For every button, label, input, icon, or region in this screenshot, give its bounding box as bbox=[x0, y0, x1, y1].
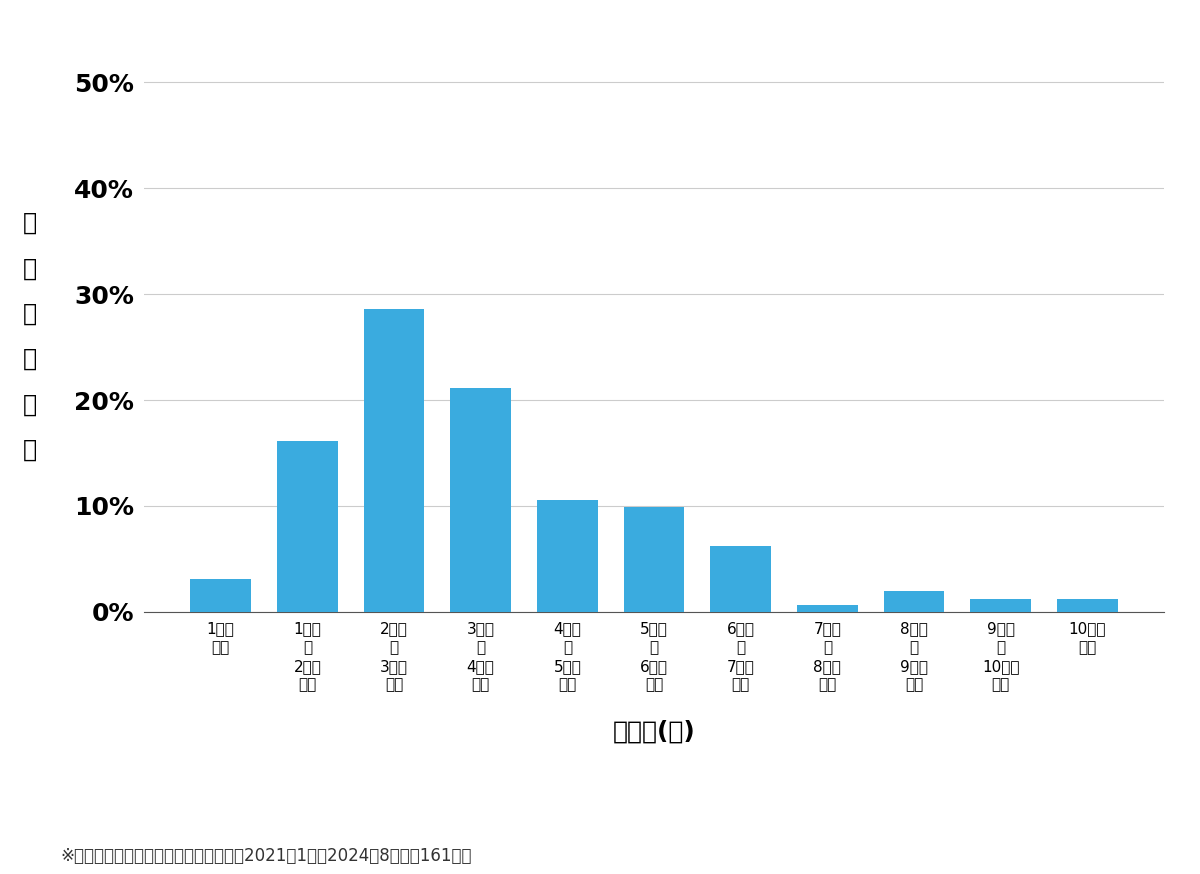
Text: 価: 価 bbox=[23, 211, 37, 235]
Bar bbox=[277, 441, 337, 612]
Text: の: の bbox=[23, 347, 37, 371]
Bar bbox=[971, 599, 1031, 612]
Text: 帯: 帯 bbox=[23, 302, 37, 326]
Bar bbox=[883, 591, 944, 612]
X-axis label: 価格帯(円): 価格帯(円) bbox=[613, 720, 695, 744]
Bar bbox=[364, 309, 425, 612]
Text: 格: 格 bbox=[23, 256, 37, 281]
Bar bbox=[797, 606, 858, 612]
Bar bbox=[538, 500, 598, 612]
Text: ※弊社受付の案件を対象に集計（期間：2021年1月～2024年8月、訟161件）: ※弊社受付の案件を対象に集計（期間：2021年1月～2024年8月、訟161件） bbox=[60, 847, 472, 865]
Bar bbox=[1057, 599, 1117, 612]
Text: 合: 合 bbox=[23, 438, 37, 462]
Bar bbox=[450, 388, 511, 612]
Text: 割: 割 bbox=[23, 392, 37, 417]
Bar bbox=[191, 579, 251, 612]
Bar bbox=[624, 507, 684, 612]
Bar bbox=[710, 546, 770, 612]
